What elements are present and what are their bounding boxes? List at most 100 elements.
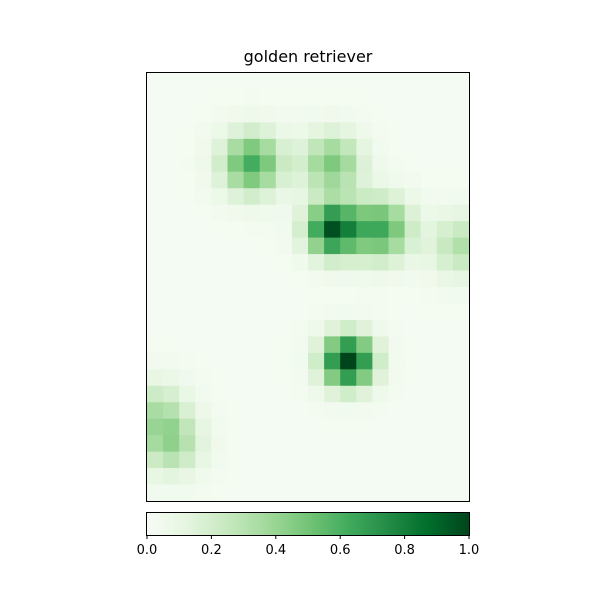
heatmap-cell xyxy=(179,336,196,354)
heatmap-cell xyxy=(211,138,229,156)
heatmap-cell xyxy=(163,402,180,420)
heatmap-cell xyxy=(324,138,341,156)
heatmap-cell xyxy=(291,402,309,420)
heatmap-cell xyxy=(452,89,470,107)
heatmap-cell xyxy=(179,402,196,420)
heatmap-cell xyxy=(404,319,422,337)
heatmap-cell xyxy=(179,254,196,272)
heatmap-cell xyxy=(356,484,373,502)
heatmap-cell xyxy=(404,418,422,436)
heatmap-cell xyxy=(291,287,309,305)
heatmap-cell xyxy=(291,89,309,107)
heatmap-cell xyxy=(308,138,325,156)
heatmap-cell xyxy=(308,73,325,91)
heatmap-cell xyxy=(275,385,293,403)
heatmap-cells xyxy=(147,73,470,502)
heatmap-cell xyxy=(308,303,325,321)
heatmap-cell xyxy=(179,155,196,173)
heatmap-cell xyxy=(356,402,373,420)
heatmap-cell xyxy=(179,287,196,305)
heatmap-cell xyxy=(243,303,261,321)
heatmap-cell xyxy=(259,122,277,140)
heatmap-cell xyxy=(420,221,438,239)
heatmap-cell xyxy=(163,254,180,272)
heatmap-cell xyxy=(324,287,341,305)
heatmap-cell xyxy=(291,303,309,321)
heatmap-cell xyxy=(163,352,180,370)
heatmap-cell xyxy=(420,254,438,272)
heatmap-cell xyxy=(211,122,229,140)
heatmap-cell xyxy=(227,204,245,222)
heatmap-cell xyxy=(404,402,422,420)
heatmap-cell xyxy=(452,73,470,91)
heatmap-cell xyxy=(388,221,406,239)
heatmap-cell xyxy=(420,171,438,189)
heatmap-cell xyxy=(163,451,180,469)
heatmap-cell xyxy=(388,385,406,403)
heatmap-cell xyxy=(356,435,373,453)
heatmap-cell xyxy=(340,319,357,337)
heatmap-cell xyxy=(372,105,390,123)
heatmap-cell xyxy=(340,385,357,403)
heatmap-cell xyxy=(356,336,373,354)
heatmap-cell xyxy=(308,451,325,469)
heatmap-cell xyxy=(147,468,164,486)
heatmap-cell xyxy=(388,254,406,272)
heatmap-cell xyxy=(452,155,470,173)
heatmap-cell xyxy=(179,468,196,486)
heatmap-cell xyxy=(420,122,438,140)
heatmap-cell xyxy=(388,122,406,140)
heatmap-cell xyxy=(324,122,341,140)
heatmap-cell xyxy=(372,336,390,354)
heatmap-cell xyxy=(195,122,212,140)
colorbar-gradient xyxy=(146,512,470,536)
heatmap-cell xyxy=(388,155,406,173)
heatmap-cell xyxy=(452,336,470,354)
heatmap-cell xyxy=(388,468,406,486)
heatmap-cell xyxy=(308,89,325,107)
heatmap-cell xyxy=(147,402,164,420)
heatmap-cell xyxy=(372,484,390,502)
heatmap-cell xyxy=(452,237,470,255)
heatmap-cell xyxy=(243,287,261,305)
heatmap-cell xyxy=(147,122,164,140)
heatmap-cell xyxy=(243,105,261,123)
heatmap-cell xyxy=(163,171,180,189)
heatmap-cell xyxy=(308,418,325,436)
heatmap-cell xyxy=(420,89,438,107)
heatmap-cell xyxy=(436,155,454,173)
heatmap-cell xyxy=(163,319,180,337)
heatmap-cell xyxy=(340,73,357,91)
heatmap-cell xyxy=(308,352,325,370)
heatmap-cell xyxy=(388,336,406,354)
heatmap-cell xyxy=(163,204,180,222)
heatmap-cell xyxy=(259,402,277,420)
heatmap-cell xyxy=(404,451,422,469)
heatmap-cell xyxy=(308,155,325,173)
heatmap-cell xyxy=(243,319,261,337)
heatmap-cell xyxy=(372,122,390,140)
heatmap-cell xyxy=(324,402,341,420)
heatmap-cell xyxy=(404,287,422,305)
heatmap-cell xyxy=(340,484,357,502)
heatmap-cell xyxy=(179,221,196,239)
heatmap-cell xyxy=(436,254,454,272)
heatmap-cell xyxy=(211,468,229,486)
heatmap-cell xyxy=(308,254,325,272)
heatmap-cell xyxy=(243,352,261,370)
heatmap-cell xyxy=(195,435,212,453)
heatmap-cell xyxy=(227,237,245,255)
heatmap-cell xyxy=(275,402,293,420)
heatmap-cell xyxy=(227,105,245,123)
heatmap-cell xyxy=(179,319,196,337)
heatmap-cell xyxy=(179,385,196,403)
heatmap-cell xyxy=(147,336,164,354)
heatmap-cell xyxy=(291,484,309,502)
heatmap-cell xyxy=(356,188,373,206)
heatmap-cell xyxy=(356,221,373,239)
heatmap-cell xyxy=(340,171,357,189)
heatmap-cell xyxy=(324,336,341,354)
heatmap-cell xyxy=(275,336,293,354)
heatmap-cell xyxy=(179,122,196,140)
heatmap-cell xyxy=(404,254,422,272)
